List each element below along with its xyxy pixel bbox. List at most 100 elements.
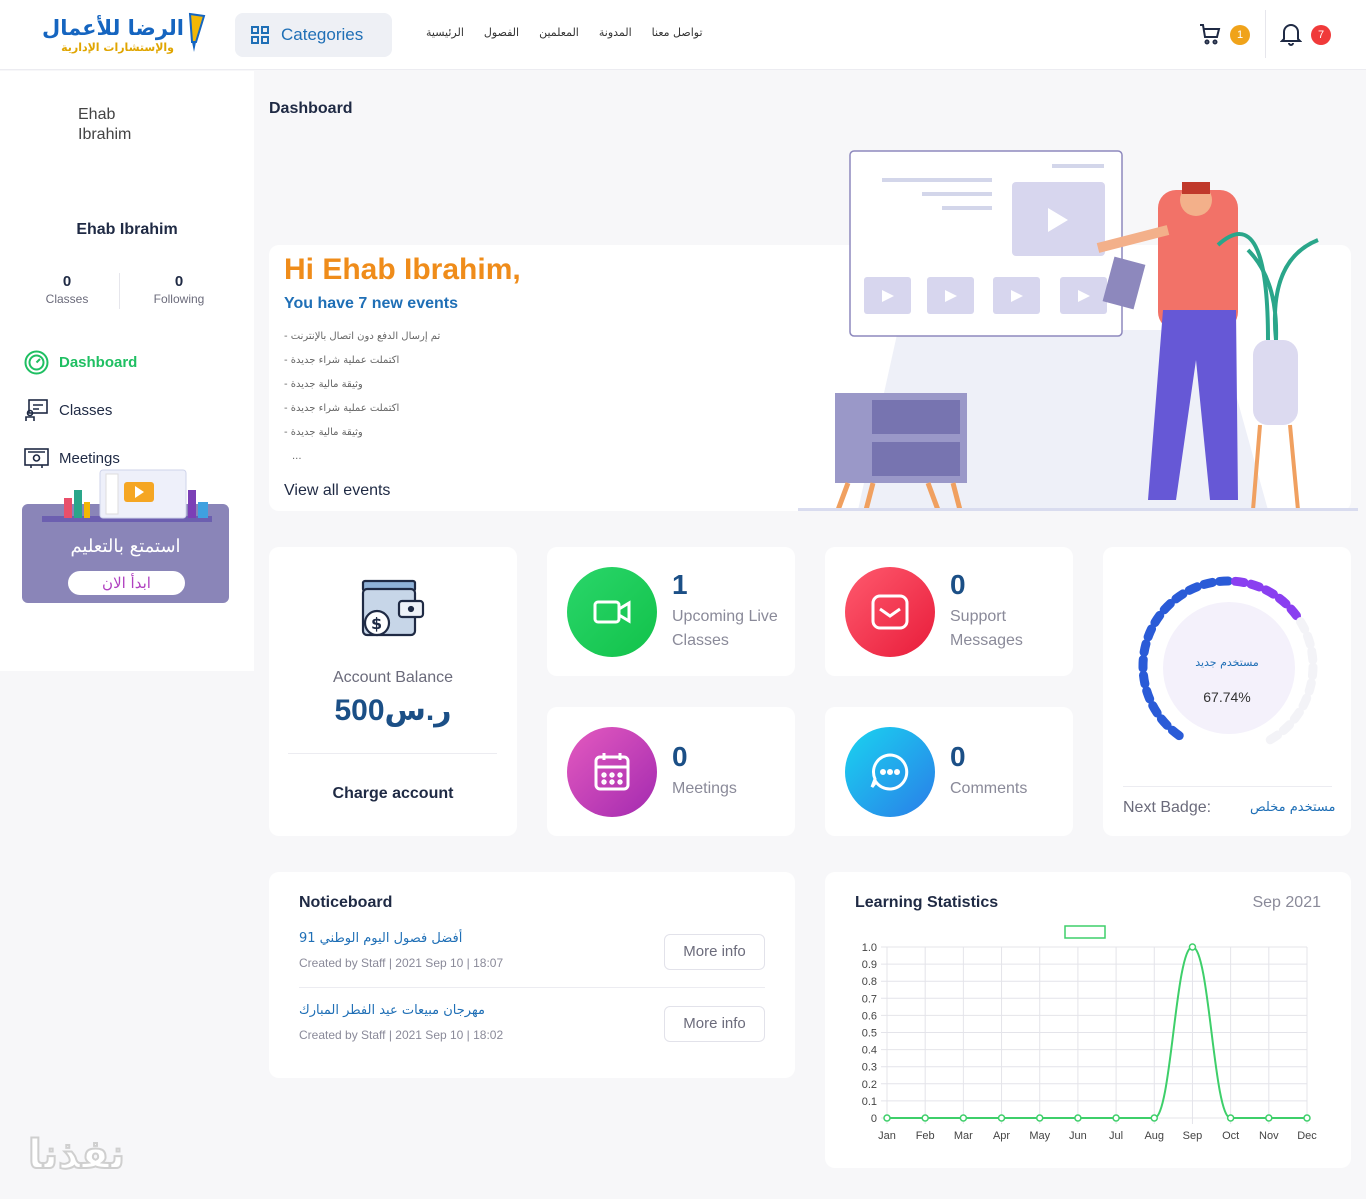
x-tick-label: Jan xyxy=(878,1130,896,1142)
legend-swatch xyxy=(1064,925,1106,939)
sidebar-item-label: Classes xyxy=(59,402,113,419)
nav-blog[interactable]: المدونة xyxy=(598,26,632,39)
greeting: Hi Ehab Ibrahim, xyxy=(284,253,521,286)
classes-count: 0 xyxy=(62,273,72,290)
balance-label: Account Balance xyxy=(332,669,454,686)
categories-button[interactable]: Categories xyxy=(235,13,392,57)
gauge-center xyxy=(1163,602,1295,734)
x-tick-label: Oct xyxy=(1222,1130,1239,1142)
x-tick-label: Apr xyxy=(993,1130,1010,1142)
data-point xyxy=(1303,1114,1311,1122)
wallet-icon: $ xyxy=(361,579,425,637)
envelope-icon xyxy=(845,567,935,657)
notice-title[interactable]: أفضل فصول اليوم الوطني 91 xyxy=(299,931,463,946)
user-name: Ehab Ibrahim xyxy=(76,221,178,238)
data-point xyxy=(997,1114,1006,1122)
support-label: Support Messages xyxy=(950,608,1023,649)
divider xyxy=(299,987,765,988)
next-badge-value: مستخدم مخلص xyxy=(1250,800,1336,815)
cart-icon xyxy=(1200,24,1221,45)
gauge-segment-filled xyxy=(1156,714,1172,730)
next-badge-label: Next Badge: xyxy=(1123,799,1212,816)
y-tick-label: 0.3 xyxy=(862,1062,877,1074)
following-count: 0 xyxy=(174,273,184,290)
balance-value: 500ر.س xyxy=(334,694,452,727)
sidebar-item-classes[interactable]: Classes xyxy=(24,398,112,423)
learning-statistics-card: Learning Statistics Sep 2021 0 0.1 0.2 0.3 0… xyxy=(825,872,1351,1168)
y-tick-label: 0.2 xyxy=(862,1079,877,1091)
gauge-segment-filled xyxy=(1184,582,1202,595)
page-title: Dashboard xyxy=(269,100,353,117)
y-tick-label: 0.8 xyxy=(862,976,877,988)
watermark-logo: نفذنا xyxy=(28,1131,126,1179)
main-nav: تواصل معنا المدونة المعلمين الفصول الرئي… xyxy=(426,26,703,39)
data-point xyxy=(1265,1114,1273,1122)
x-tick-label: Jul xyxy=(1109,1130,1123,1142)
promo-start-button[interactable]: ابدأ الان xyxy=(68,571,185,595)
classroom-icon xyxy=(25,399,48,421)
site-logo[interactable]: الرضا للأعمال والإستشارات الإدارية xyxy=(34,12,209,58)
list-item: تم إرسال الدفع دون اتصال بالإنترنت - xyxy=(284,331,441,342)
more-info-button[interactable]: More info xyxy=(664,1006,765,1042)
sidebar-item-meetings[interactable]: Meetings xyxy=(24,446,120,471)
y-tick-label: 0.7 xyxy=(862,993,877,1005)
gauge-segment-filled xyxy=(1261,585,1278,599)
account-balance-card: $ Account Balance 500ر.س Charge account xyxy=(269,547,517,836)
support-count: 0 xyxy=(950,569,966,600)
meetings-card[interactable]: 0 Meetings xyxy=(547,707,795,836)
teacher-illustration xyxy=(798,150,1358,511)
data-point xyxy=(1035,1114,1044,1122)
support-messages-card[interactable]: 0 Support Messages xyxy=(825,547,1073,676)
notifications-button[interactable]: 7 xyxy=(1279,22,1331,51)
data-point xyxy=(1112,1114,1120,1122)
more-info-button[interactable]: More info xyxy=(664,934,765,970)
svg-text:نفذنا: نفذنا xyxy=(28,1132,125,1178)
gauge-segment-empty xyxy=(1289,707,1304,724)
meetings-label: Meetings xyxy=(672,780,737,797)
promo-banner[interactable]: استمتع بالتعليم ابدأ الان xyxy=(22,469,229,603)
gauge-icon xyxy=(24,350,49,375)
video-camera-icon xyxy=(567,567,657,657)
gauge-segment-filled xyxy=(1142,686,1155,704)
gauge-segment-empty xyxy=(1304,678,1316,696)
gauge-segment-filled xyxy=(1230,576,1249,588)
x-tick-label: Nov xyxy=(1259,1130,1279,1142)
nav-classes[interactable]: الفصول xyxy=(483,26,520,39)
charge-account-button[interactable]: Charge account xyxy=(332,785,454,802)
comments-count: 0 xyxy=(950,741,966,772)
following-stat: 0 Following xyxy=(129,273,229,306)
pen-icon xyxy=(188,12,206,52)
y-tick-label: 0.9 xyxy=(862,959,877,971)
notice-title[interactable]: مهرجان مبيعات عيد الفطر المبارك xyxy=(299,1003,485,1018)
chat-bubble-icon xyxy=(845,727,935,817)
learning-statistics-date: Sep 2021 xyxy=(1252,894,1321,911)
upcoming-label: Upcoming Live Classes xyxy=(672,608,778,649)
stat-divider xyxy=(119,273,120,309)
events-summary: You have 7 new events xyxy=(284,295,458,312)
view-all-events-link[interactable]: View all events xyxy=(284,482,391,499)
nav-home[interactable]: الرئيسية xyxy=(426,26,464,39)
nav-teachers[interactable]: المعلمين xyxy=(539,26,579,39)
current-badge: مستخدم جديد xyxy=(1195,656,1259,669)
classes-label: Classes xyxy=(45,292,89,306)
nav-contact[interactable]: تواصل معنا xyxy=(651,26,703,39)
gauge-segment-empty xyxy=(1298,693,1312,711)
gauge-segment-filled xyxy=(1143,624,1157,642)
cart-button[interactable]: 1 xyxy=(1198,22,1250,51)
list-item: وثيقة مالية جديدة - xyxy=(284,427,363,438)
y-tick-label: 0.4 xyxy=(862,1045,877,1057)
gauge-segment-empty xyxy=(1303,631,1315,649)
sidebar-item-dashboard[interactable]: Dashboard xyxy=(24,350,137,375)
avatar: Ehab Ibrahim xyxy=(78,106,132,143)
learning-statistics-chart: 0 0.1 0.2 0.3 0.4 0.5 0.6 0.7 0.8 0.9 1.0 Jan Feb Mar… xyxy=(862,925,1317,1142)
notice-meta: Created by Staff | 2021 Sep 10 | 18:07 xyxy=(299,956,504,970)
meetings-count: 0 xyxy=(672,741,688,772)
gauge-segment-filled xyxy=(1167,725,1184,741)
learning-statistics-title: Learning Statistics xyxy=(855,894,999,911)
x-tick-label: Feb xyxy=(916,1130,935,1142)
cart-count-badge: 1 xyxy=(1230,25,1250,45)
comments-card[interactable]: 0 Comments xyxy=(825,707,1073,836)
categories-label: Categories xyxy=(281,25,364,44)
meeting-icon xyxy=(24,448,49,468)
upcoming-classes-card[interactable]: 1 Upcoming Live Classes xyxy=(547,547,795,676)
